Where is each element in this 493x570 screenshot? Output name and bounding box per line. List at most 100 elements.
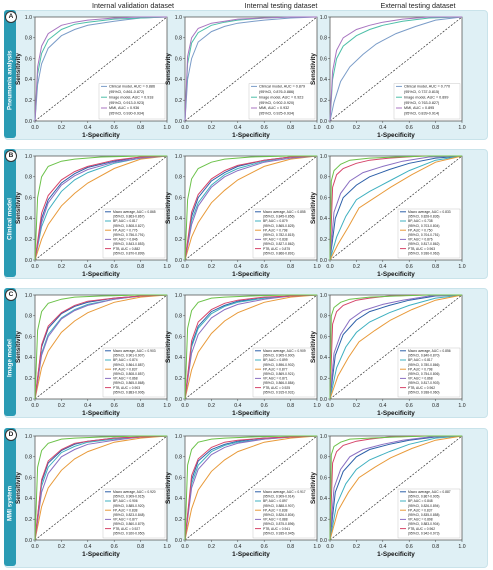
legend-entry: (95%CI, 0.901-0.907)	[113, 354, 145, 358]
legend-entry: Macro average, AUC = 0.856	[408, 349, 451, 353]
legend-entry: VP, AUC = 0.871	[263, 377, 288, 381]
y-tick-label: 0.2	[25, 376, 32, 382]
x-tick-label: 0.2	[58, 403, 65, 409]
x-tick-label: 1.0	[458, 403, 465, 409]
column-title-external-testing: External testing dataset	[380, 1, 456, 10]
y-axis-label: Sensitivity	[15, 472, 22, 504]
y-tick-label: 0.0	[320, 258, 327, 264]
legend-entry: (95%CI, 0.870-0.899)	[113, 251, 145, 255]
legend-entry: BP, AUC = 0.817	[408, 358, 433, 362]
roc-curve-4	[34, 294, 168, 400]
x-tick-label: 0.6	[111, 403, 118, 409]
y-tick-label: 0.0	[320, 397, 327, 403]
legend-entry: (95%CI, 0.876-0.886)	[259, 90, 294, 94]
row-tab-a	[4, 10, 16, 138]
x-tick-label: 0.6	[406, 403, 413, 409]
y-tick-label: 0.4	[320, 355, 327, 361]
x-axis-label: 1-Specificity	[82, 132, 120, 139]
legend-entry: MMI, AUC = 0.932	[259, 106, 289, 110]
roc-curve-0	[329, 294, 463, 400]
legend-entry: VP, AUC = 0.876	[408, 238, 433, 242]
roc-curve-1	[329, 294, 463, 400]
y-tick-label: 0.2	[25, 517, 32, 523]
y-tick-label: 0.2	[320, 237, 327, 243]
legend-entry: (95%CI, 0.935-0.945)	[263, 531, 295, 535]
x-tick-label: 1.0	[313, 544, 320, 550]
y-axis-label: Sensitivity	[165, 192, 172, 224]
x-tick-label: 0.4	[234, 264, 241, 270]
x-tick-label: 0.0	[31, 403, 38, 409]
legend-entry: VP, AUC = 0.838	[263, 238, 288, 242]
x-tick-label: 0.8	[432, 403, 439, 409]
legend-box	[252, 488, 316, 539]
legend-entry: Macro average, AUC = 0.865	[113, 210, 156, 214]
legend-entry: PTB, AUC = 0.963	[408, 247, 435, 251]
legend-box	[102, 488, 166, 539]
y-tick-label: 0.0	[25, 397, 32, 403]
chance-diagonal	[329, 155, 463, 261]
y-tick-label: 0.4	[175, 216, 182, 222]
y-tick-label: 0.8	[320, 36, 327, 42]
row-tab-d	[4, 428, 16, 566]
legend-entry: FP, AUC = 0.877	[263, 367, 288, 371]
legend-entry: (95%CI, 0.930-0.934)	[109, 112, 144, 116]
x-tick-label: 0.0	[31, 264, 38, 270]
y-tick-label: 0.2	[175, 376, 182, 382]
legend-entry: (95%CI, 0.942-0.973)	[408, 531, 440, 535]
roc-curve-0	[329, 435, 463, 541]
x-tick-label: 0.8	[137, 544, 144, 550]
legend-entry: Clinical model, AUC = 0.886	[109, 85, 155, 89]
legend-entry: (95%CI, 0.915-0.931)	[263, 390, 295, 394]
legend-box	[252, 347, 316, 398]
roc-curve-0	[34, 16, 168, 122]
x-tick-label: 1.0	[313, 264, 320, 270]
legend-entry: BP, AUC = 0.874	[113, 358, 138, 362]
column-title-internal-validation: Internal validation dataset	[92, 1, 174, 10]
y-tick-label: 1.0	[175, 293, 182, 299]
legend-entry: (95%CI, 0.704-0.751)	[408, 233, 440, 237]
x-tick-label: 0.2	[353, 264, 360, 270]
x-tick-label: 0.4	[84, 544, 91, 550]
legend-entry: Macro average, AUC = 0.887	[408, 490, 451, 494]
legend-entry: (95%CI, 0.808-0.857)	[113, 372, 145, 376]
legend-entry: VP, AUC = 0.846	[113, 238, 138, 242]
legend-entry: (95%CI, 0.883-0.904)	[408, 522, 440, 526]
legend-entry: Image model, AUC = 0.923	[259, 95, 303, 99]
x-tick-label: 0.4	[84, 125, 91, 131]
x-tick-label: 0.8	[287, 264, 294, 270]
legend-entry: (95%CI, 0.782-0.815)	[263, 233, 295, 237]
roc-curve-2	[329, 16, 462, 122]
x-tick-label: 1.0	[313, 125, 320, 131]
legend-entry: Image model, AUC = 0.918	[109, 95, 153, 99]
legend-entry: (95%CI, 0.864-0.887)	[113, 363, 145, 367]
x-tick-label: 0.8	[432, 544, 439, 550]
chance-diagonal	[34, 435, 168, 541]
x-tick-label: 0.4	[379, 264, 386, 270]
y-tick-label: 0.2	[175, 98, 182, 104]
y-tick-label: 0.8	[320, 455, 327, 461]
x-tick-label: 0.0	[181, 544, 188, 550]
legend-entry: (95%CI, 0.865-0.868)	[113, 381, 145, 385]
y-tick-label: 0.2	[320, 376, 327, 382]
y-axis-label: Sensitivity	[165, 331, 172, 363]
x-axis-label: 1-Specificity	[82, 271, 120, 278]
roc-curve-2	[34, 16, 167, 122]
chance-diagonal	[184, 155, 318, 261]
y-tick-label: 0.8	[175, 314, 182, 320]
legend-entry: VP, AUC = 0.868	[408, 377, 433, 381]
roc-chart-2-2: 0.0 0.2 0.4 0.6 0.8 1.00.00.20.40.60.81.01-Sp…	[310, 293, 466, 417]
x-tick-label: 0.6	[261, 125, 268, 131]
legend-entry: (95%CI, 0.843-0.853)	[113, 242, 145, 246]
x-tick-label: 0.8	[137, 403, 144, 409]
legend-entry: (95%CI, 0.938-0.960)	[408, 390, 440, 394]
legend-entry: BP, AUC = 0.906	[113, 499, 138, 503]
x-tick-label: 0.8	[137, 264, 144, 270]
roc-curve-2	[184, 435, 318, 541]
legend-entry: Clinical model, AUC = 0.879	[259, 85, 305, 89]
roc-curve-4	[184, 435, 318, 541]
x-axis-label: 1-Specificity	[377, 271, 415, 278]
roc-chart-2-1: 0.0 0.2 0.4 0.6 0.8 1.0 0.0 0.2 0.4 0.6 0.8 1.0 1-Sp…	[165, 293, 321, 417]
legend-entry: Macro average, AUC = 0.855	[263, 210, 306, 214]
legend-entry: (95%CI, 0.835-0.858)	[408, 513, 440, 517]
